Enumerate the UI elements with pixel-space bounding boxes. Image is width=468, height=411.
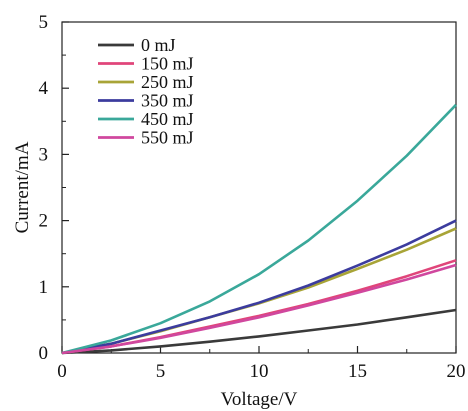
series-lines (61, 103, 457, 355)
legend-label: 450 mJ (141, 109, 194, 129)
legend-label: 350 mJ (141, 91, 194, 111)
y-tick-label: 2 (39, 211, 49, 232)
legend-label: 150 mJ (141, 54, 194, 74)
series-line-450-mj (61, 103, 457, 355)
x-tick-label: 10 (250, 361, 269, 382)
y-tick-label: 5 (39, 12, 49, 33)
y-tick-label: 1 (39, 277, 49, 298)
y-axis-title: Current/mA (12, 141, 33, 233)
y-tick-label: 0 (39, 343, 49, 364)
series-line-550-mj (61, 263, 457, 355)
x-tick-label: 0 (57, 361, 67, 382)
legend-label: 550 mJ (141, 128, 194, 148)
series-line-250-mj (61, 227, 457, 355)
y-axis: 0 1 2 3 4 5 (39, 12, 69, 364)
x-tick-label: 15 (348, 361, 367, 382)
x-tick-label: 20 (447, 361, 466, 382)
x-axis-title: Voltage/V (221, 389, 298, 410)
y-tick-label: 4 (39, 78, 49, 99)
x-axis: 0 5 10 15 20 (57, 346, 466, 382)
y-tick-label: 3 (39, 144, 49, 165)
series-line-350-mj (61, 219, 457, 355)
x-tick-label: 5 (156, 361, 166, 382)
series-line-0-mj (61, 308, 457, 355)
legend-label: 250 mJ (141, 72, 194, 92)
legend-label: 0 mJ (141, 35, 176, 55)
